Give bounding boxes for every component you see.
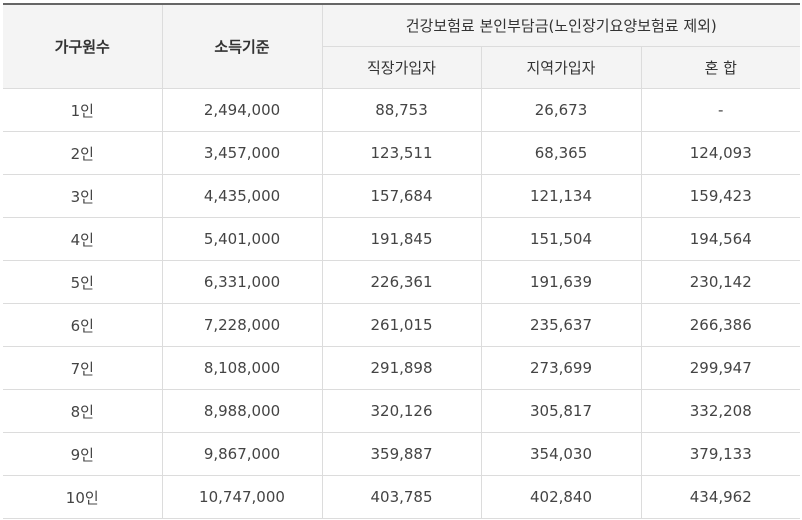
cell-income: 4,435,000 — [161, 174, 323, 218]
cell-mixed: 379,133 — [640, 432, 801, 476]
table-row: 4인 5,401,000 191,845 151,504 194,564 — [3, 217, 801, 261]
table-row: 2인 3,457,000 123,511 68,365 124,093 — [3, 131, 801, 175]
cell-household: 3인 — [3, 174, 163, 218]
header-income: 소득기준 — [161, 3, 323, 89]
table-body: 1인 2,494,000 88,753 26,673-2인 3,457,000 123,5… — [3, 88, 801, 519]
table-row: 8인 8,988,000 320,126 305,817 332,208 — [3, 389, 801, 433]
table-row: 7인 8,108,000 291,898 273,699 299,947 — [3, 346, 801, 390]
cell-regional: 305,817 — [480, 389, 642, 433]
table-row: 10인 10,747,000 403,785 402,840 434,962 — [3, 475, 801, 519]
cell-regional: 121,134 — [480, 174, 642, 218]
cell-mixed: 299,947 — [640, 346, 801, 390]
cell-mixed: 266,386 — [640, 303, 801, 347]
cell-mixed: - — [640, 88, 801, 132]
cell-household: 8인 — [3, 389, 163, 433]
cell-household: 7인 — [3, 346, 163, 390]
table-row: 1인 2,494,000 88,753 26,673- — [3, 88, 801, 132]
table-container: 가구원수 소득기준 건강보험료 본인부담금(노인장기요양보험료 제외) 직장가입… — [3, 3, 801, 519]
cell-employee: 88,753 — [321, 88, 482, 132]
cell-mixed: 434,962 — [640, 475, 801, 519]
cell-regional: 273,699 — [480, 346, 642, 390]
cell-mixed: 332,208 — [640, 389, 801, 433]
table-row: 9인 9,867,000 359,887 354,030 379,133 — [3, 432, 801, 476]
cell-household: 1인 — [3, 88, 163, 132]
cell-employee: 261,015 — [321, 303, 482, 347]
cell-household: 5인 — [3, 260, 163, 304]
cell-employee: 123,511 — [321, 131, 482, 175]
cell-employee: 359,887 — [321, 432, 482, 476]
cell-regional: 402,840 — [480, 475, 642, 519]
cell-income: 9,867,000 — [161, 432, 323, 476]
cell-income: 10,747,000 — [161, 475, 323, 519]
header-premium-group: 건강보험료 본인부담금(노인장기요양보험료 제외) — [321, 3, 801, 47]
header-household: 가구원수 — [3, 3, 163, 89]
cell-income: 5,401,000 — [161, 217, 323, 261]
cell-employee: 157,684 — [321, 174, 482, 218]
cell-regional: 68,365 — [480, 131, 642, 175]
cell-employee: 320,126 — [321, 389, 482, 433]
cell-employee: 403,785 — [321, 475, 482, 519]
header-employee: 직장가입자 — [322, 46, 482, 89]
table-row: 3인 4,435,000 157,684 121,134 159,423 — [3, 174, 801, 218]
cell-employee: 226,361 — [321, 260, 482, 304]
cell-household: 10인 — [3, 475, 163, 519]
cell-mixed: 159,423 — [640, 174, 801, 218]
cell-household: 2인 — [3, 131, 163, 175]
premium-table: 가구원수 소득기준 건강보험료 본인부담금(노인장기요양보험료 제외) 직장가입… — [3, 3, 801, 519]
table-row: 6인 7,228,000 261,015 235,637 266,386 — [3, 303, 801, 347]
cell-employee: 291,898 — [321, 346, 482, 390]
cell-income: 6,331,000 — [161, 260, 323, 304]
header-regional: 지역가입자 — [480, 46, 642, 89]
cell-regional: 235,637 — [480, 303, 642, 347]
table-header: 가구원수 소득기준 건강보험료 본인부담금(노인장기요양보험료 제외) 직장가입… — [3, 3, 801, 89]
cell-household: 4인 — [3, 217, 163, 261]
cell-income: 8,108,000 — [161, 346, 323, 390]
cell-income: 7,228,000 — [161, 303, 323, 347]
cell-regional: 151,504 — [480, 217, 642, 261]
cell-employee: 191,845 — [321, 217, 482, 261]
table-row: 5인 6,331,000 226,361 191,639 230,142 — [3, 260, 801, 304]
cell-regional: 354,030 — [480, 432, 642, 476]
header-mixed: 혼 합 — [640, 46, 801, 89]
cell-mixed: 230,142 — [640, 260, 801, 304]
cell-household: 6인 — [3, 303, 163, 347]
cell-household: 9인 — [3, 432, 163, 476]
cell-regional: 26,673 — [480, 88, 642, 132]
cell-income: 3,457,000 — [161, 131, 323, 175]
cell-regional: 191,639 — [480, 260, 642, 304]
cell-income: 8,988,000 — [161, 389, 323, 433]
cell-mixed: 194,564 — [640, 217, 801, 261]
cell-income: 2,494,000 — [161, 88, 323, 132]
cell-mixed: 124,093 — [640, 131, 801, 175]
